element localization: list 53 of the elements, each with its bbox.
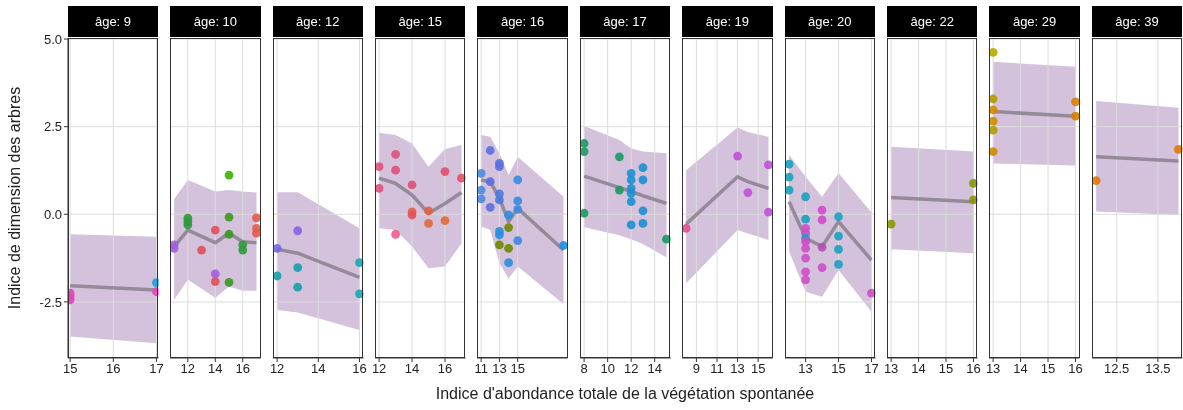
x-axis-title: Indice d'abondance totale de la végétation spontanée (434, 385, 816, 403)
x-tick-label: 13 (986, 361, 1001, 377)
x-tick-label: 12 (269, 361, 284, 377)
x-tick-label: 16 (966, 361, 981, 377)
y-tick-label: 0.0 (43, 206, 62, 222)
x-tick-label: 12 (180, 361, 196, 377)
x-tick-label: 15 (830, 361, 846, 377)
chart-title: âge: 17 (579, 6, 671, 37)
x-tick-label: 15 (510, 361, 526, 377)
y-axis-title: Indice de dimension des arbres (6, 85, 24, 312)
x-tick-label: 13 (797, 361, 813, 377)
x-tick-label: 17 (863, 361, 879, 377)
x-tick-label: 15 (1041, 361, 1056, 377)
x-tick-label: 14 (310, 361, 326, 377)
x-tick-label: 16 (105, 361, 121, 377)
x-tick-label: 16 (351, 361, 367, 377)
chart-title: âge: 9 (67, 6, 159, 37)
x-tick-label: 15 (751, 361, 766, 377)
x-tick-label: 10 (600, 361, 615, 377)
x-tick-label: 14 (1013, 361, 1029, 377)
y-tick-label: 5.0 (43, 31, 62, 47)
chart-title: âge: 12 (272, 6, 364, 37)
x-tick-label: 8 (580, 361, 588, 377)
chart-title: âge: 10 (170, 6, 261, 37)
x-tick-label: 16 (1068, 361, 1083, 377)
x-tick-label: 14 (404, 361, 420, 377)
chart-title: âge: 22 (886, 6, 978, 37)
x-tick-label: 11 (474, 361, 489, 377)
chart-title: âge: 19 (682, 6, 773, 37)
x-tick-label: 12 (371, 361, 387, 377)
x-tick-label: 9 (692, 361, 701, 377)
x-tick-label: 12 (623, 361, 639, 377)
x-tick-label: 15 (938, 361, 954, 377)
x-tick-label: 14 (911, 361, 926, 377)
x-tick-label: 11 (710, 361, 724, 377)
x-tick-label: 13 (730, 361, 745, 377)
x-tick-label: 15 (62, 361, 78, 377)
y-tick-label: -2.5 (39, 294, 62, 310)
chart-title: âge: 15 (374, 6, 466, 37)
chart-title: âge: 16 (477, 6, 568, 37)
x-tick-label: 13 (492, 361, 507, 377)
chart-title: âge: 39 (1091, 6, 1183, 37)
x-tick-label: 16 (235, 361, 251, 377)
x-tick-label: 12.5 (1103, 361, 1130, 377)
x-tick-label: 13.5 (1144, 361, 1171, 377)
y-tick-label: 2.5 (43, 119, 62, 135)
chart-title: âge: 20 (784, 6, 876, 37)
chart-title: âge: 29 (989, 6, 1080, 37)
x-tick-label: 13 (883, 361, 899, 377)
x-tick-label: 16 (437, 361, 453, 377)
x-tick-label: 14 (647, 361, 662, 377)
x-tick-label: 17 (148, 361, 164, 377)
x-tick-label: 14 (208, 361, 223, 377)
